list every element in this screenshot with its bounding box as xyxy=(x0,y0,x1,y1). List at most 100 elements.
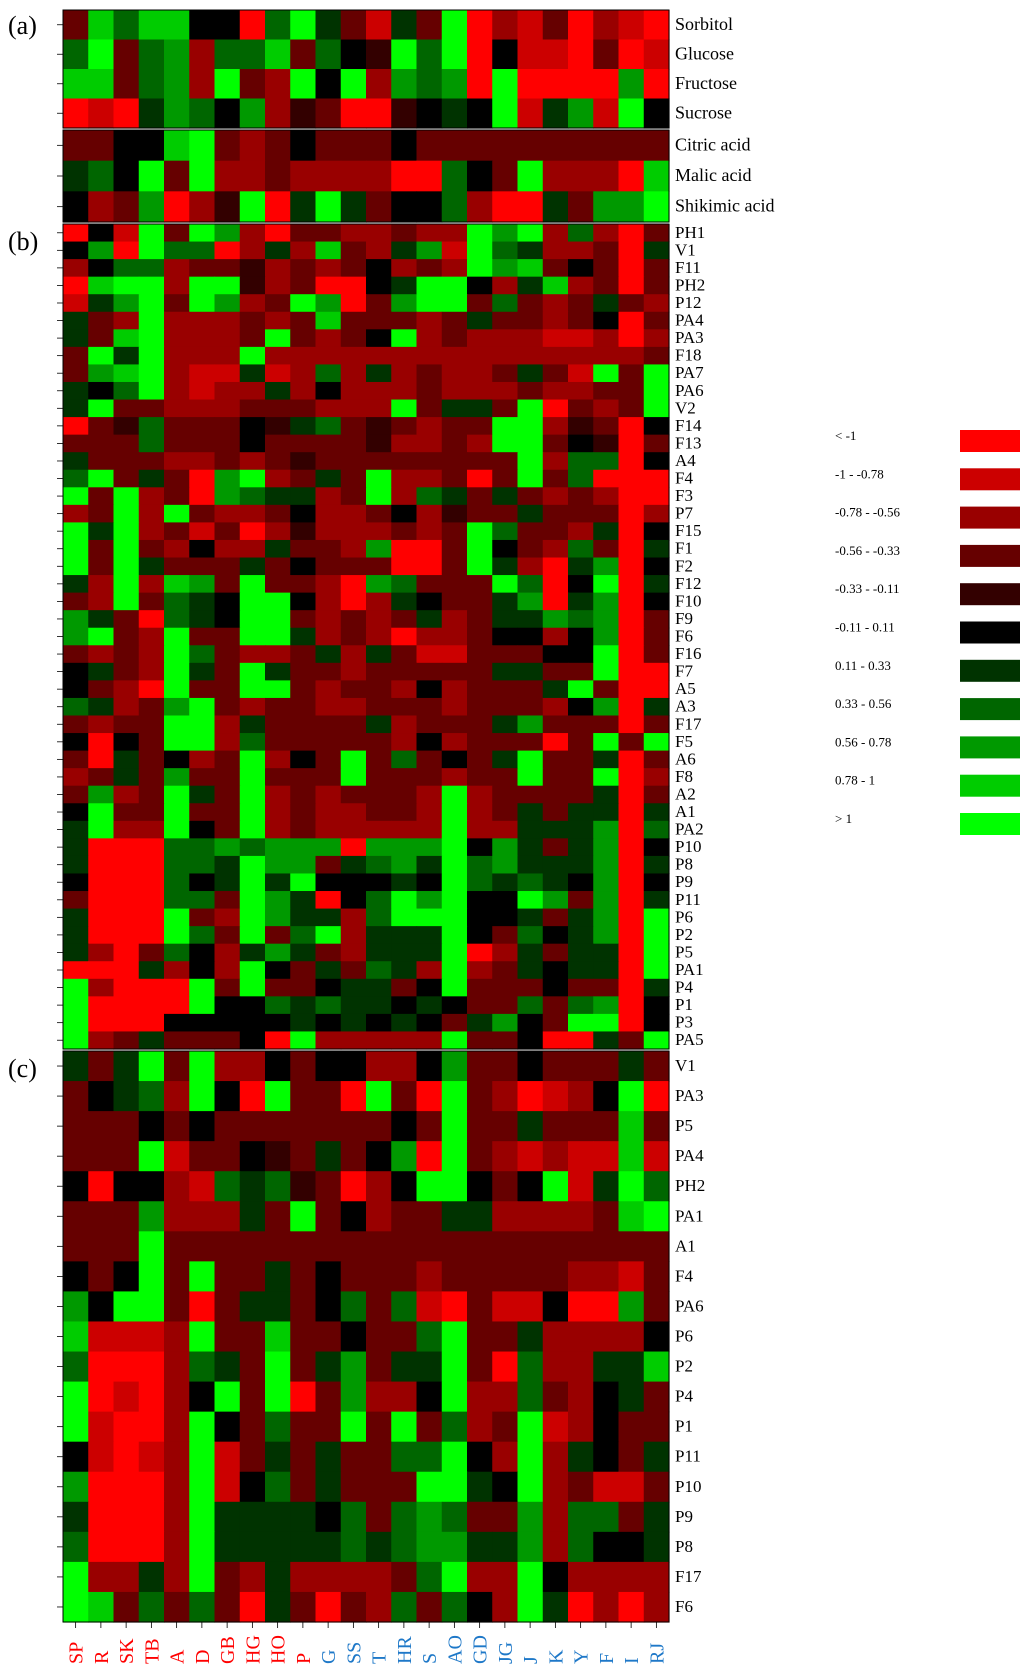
heatmap-cell-c xyxy=(138,1291,165,1323)
heatmap-cell-a xyxy=(239,69,266,100)
heatmap-cell-a xyxy=(290,160,317,192)
heatmap-cell-b xyxy=(239,873,266,892)
heatmap-cell-b xyxy=(492,610,519,629)
heatmap-cell-b xyxy=(568,943,594,962)
heatmap-cell-c xyxy=(265,1261,291,1293)
row-label: F13 xyxy=(675,433,701,452)
heatmap-cell-b xyxy=(315,943,342,962)
heatmap-cell-b xyxy=(315,557,342,576)
row-label: P10 xyxy=(675,1477,701,1496)
legend-label: -0.11 - 0.11 xyxy=(835,620,895,635)
heatmap-cell-c xyxy=(290,1441,317,1473)
heatmap-cell-b xyxy=(416,575,443,594)
legend-swatch xyxy=(960,583,1020,606)
heatmap-cell-a xyxy=(643,191,670,223)
heatmap-cell-b xyxy=(88,434,115,453)
heatmap-cell-b xyxy=(214,820,241,839)
heatmap-cell-b xyxy=(643,1031,670,1050)
heatmap-cell-a xyxy=(593,191,620,223)
heatmap-cell-c xyxy=(340,1441,367,1473)
heatmap-cell-b xyxy=(593,399,620,418)
heatmap-cell-b xyxy=(189,627,216,646)
heatmap-cell-b xyxy=(568,487,594,506)
column-label: J xyxy=(520,1656,542,1664)
heatmap-cell-c xyxy=(568,1381,594,1413)
heatmap-cell-c xyxy=(189,1291,216,1323)
heatmap-cell-b xyxy=(643,241,670,260)
heatmap-cell-b xyxy=(618,224,645,243)
heatmap-cell-a xyxy=(63,191,89,223)
heatmap-cell-b xyxy=(63,592,89,611)
heatmap-cell-b xyxy=(63,1031,89,1050)
heatmap-cell-c xyxy=(542,1111,569,1142)
heatmap-cell-b xyxy=(265,926,291,945)
heatmap-cell-a xyxy=(593,39,620,70)
heatmap-cell-a xyxy=(265,10,291,41)
heatmap-cell-c xyxy=(391,1291,418,1323)
heatmap-cell-c xyxy=(164,1531,190,1563)
heatmap-cell-b xyxy=(265,838,291,857)
heatmap-cell-b xyxy=(189,1031,216,1050)
heatmap-cell-b xyxy=(214,750,241,769)
heatmap-cell-c xyxy=(138,1381,165,1413)
heatmap-cell-b xyxy=(239,381,266,401)
heatmap-cell-c xyxy=(88,1321,115,1353)
heatmap-cell-b xyxy=(492,645,519,664)
heatmap-cell-b xyxy=(643,715,670,734)
heatmap-cell-c xyxy=(366,1081,392,1112)
heatmap-cell-b xyxy=(138,697,165,717)
heatmap-cell-b xyxy=(63,364,89,383)
row-label: F9 xyxy=(675,609,693,628)
heatmap-cell-a xyxy=(265,130,291,162)
heatmap-cell-c xyxy=(63,1231,89,1262)
heatmap-cell-b xyxy=(593,715,620,734)
heatmap-cell-b xyxy=(88,961,115,980)
heatmap-cell-c xyxy=(265,1051,291,1082)
heatmap-cell-b xyxy=(164,557,190,576)
heatmap-cell-b xyxy=(416,838,443,857)
heatmap-cell-a xyxy=(492,160,519,192)
heatmap-cell-a xyxy=(88,98,115,129)
heatmap-cell-b xyxy=(164,592,190,611)
heatmap-cell-b xyxy=(239,943,266,962)
heatmap-cell-b xyxy=(517,399,544,418)
heatmap-cell-c xyxy=(467,1261,493,1293)
heatmap-cell-c xyxy=(492,1381,519,1413)
heatmap-cell-b xyxy=(643,592,670,611)
heatmap-cell-c xyxy=(517,1111,544,1142)
heatmap-cell-c xyxy=(290,1291,317,1323)
heatmap-cell-b xyxy=(88,364,115,383)
heatmap-cell-c xyxy=(568,1261,594,1293)
heatmap-cell-b xyxy=(189,434,216,453)
heatmap-cell-c xyxy=(88,1411,115,1443)
heatmap-cell-c xyxy=(164,1411,190,1443)
heatmap-cell-b xyxy=(265,627,291,646)
heatmap-cell-b xyxy=(441,294,468,313)
heatmap-cell-a xyxy=(618,10,645,41)
heatmap-cell-b xyxy=(441,241,468,260)
heatmap-cell-a xyxy=(441,10,468,41)
heatmap-cell-b xyxy=(618,522,645,541)
heatmap-cell-c xyxy=(517,1411,544,1443)
heatmap-cell-b xyxy=(315,768,342,787)
heatmap-cell-b xyxy=(239,346,266,366)
heatmap-cell-b xyxy=(643,329,670,348)
heatmap-cell-b xyxy=(492,943,519,962)
heatmap-cell-b xyxy=(441,768,468,787)
heatmap-cell-b xyxy=(366,820,392,839)
heatmap-cell-c xyxy=(164,1561,190,1593)
heatmap-cell-b xyxy=(542,522,569,541)
heatmap-cell-b xyxy=(164,329,190,348)
heatmap-cell-b xyxy=(643,452,670,471)
heatmap-cell-b xyxy=(239,996,266,1015)
heatmap-cell-b xyxy=(138,961,165,980)
heatmap-cell-b xyxy=(467,1013,493,1033)
column-label: S xyxy=(419,1653,441,1664)
heatmap-cell-b xyxy=(189,311,216,330)
heatmap-cell-b xyxy=(113,680,140,699)
color-legend: < -1-1 - -0.78-0.78 - -0.56-0.56 - -0.33… xyxy=(835,428,1020,835)
heatmap-cell-b xyxy=(113,697,140,717)
heatmap-cell-b xyxy=(265,329,291,348)
heatmap-cell-b xyxy=(366,662,392,681)
heatmap-cell-c xyxy=(643,1201,670,1232)
